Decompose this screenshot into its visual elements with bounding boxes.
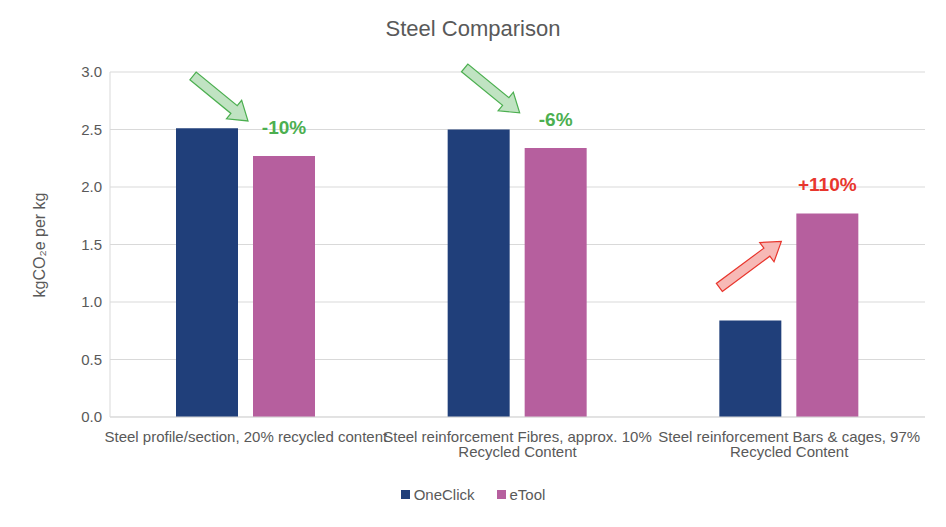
html-text:OneClick: OneClick	[413, 486, 475, 503]
svg-text:Steel reinforcement Bars & cag: Steel reinforcement Bars & cages, 97%Rec…	[658, 428, 920, 460]
svg-text:+110%: +110%	[798, 174, 857, 195]
svg-text:1.0: 1.0	[81, 293, 102, 310]
svg-text:2.0: 2.0	[81, 178, 102, 195]
svg-text:1.5: 1.5	[81, 236, 102, 253]
html-text:eTool: eTool	[509, 486, 546, 503]
svg-text:Steel profile/section, 20% rec: Steel profile/section, 20% recycled cont…	[105, 428, 388, 445]
svg-text:0.5: 0.5	[81, 351, 102, 368]
svg-text:-10%: -10%	[262, 117, 306, 138]
svg-text:2.5: 2.5	[81, 121, 102, 138]
svg-text:3.0: 3.0	[81, 63, 102, 80]
svg-text:Steel reinforcement Fibres, ap: Steel reinforcement Fibres, approx. 10%R…	[383, 428, 651, 460]
html-text:kgCO₂e per kg: kgCO₂e per kg	[31, 192, 48, 298]
svg-text:-6%: -6%	[539, 109, 573, 130]
html-text:Steel Comparison: Steel Comparison	[385, 16, 561, 41]
svg-text:0.0: 0.0	[81, 408, 102, 425]
